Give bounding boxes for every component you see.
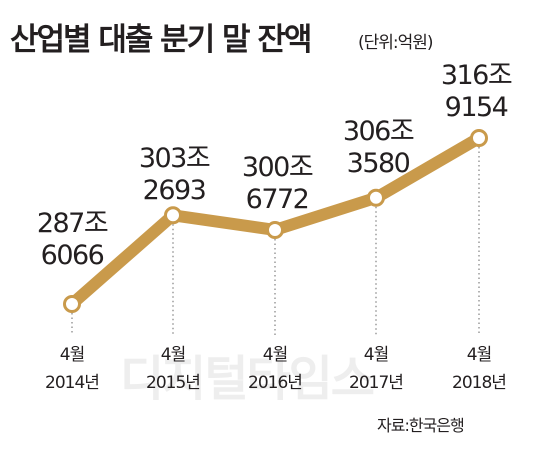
- source-label: 자료:한국은행: [377, 416, 465, 435]
- data-label: 287조: [37, 208, 108, 239]
- x-tick-label: 2015년: [146, 373, 200, 393]
- x-tick-label: 4월: [467, 345, 491, 365]
- data-label: 9154: [445, 92, 508, 123]
- x-tick-label: 4월: [364, 345, 388, 365]
- data-point: [63, 295, 81, 313]
- x-tick-label: 2016년: [248, 373, 302, 393]
- data-point: [367, 188, 385, 207]
- data-points: [63, 129, 488, 313]
- x-tick-label: 2014년: [45, 373, 99, 393]
- x-tick-label: 4월: [161, 345, 185, 365]
- data-label: 303조: [139, 143, 210, 174]
- x-tick-label: 4월: [60, 345, 84, 365]
- data-point: [164, 206, 182, 225]
- unit-label: (단위:억원): [358, 33, 434, 53]
- data-point: [266, 220, 284, 239]
- data-label: 300조: [242, 152, 313, 183]
- data-label: 316조: [441, 60, 512, 91]
- x-axis-tick-labels: 4월 2014년 4월 2015년 4월 2016년 4월 2017년 4월 2018년: [45, 345, 507, 393]
- watermark: 디지털타임스: [120, 351, 374, 407]
- x-tick-label: 2017년: [349, 373, 403, 393]
- data-point: [470, 129, 488, 147]
- x-tick-label: 4월: [263, 345, 287, 365]
- chart-title: 산업별 대출 분기 말 잔액: [10, 22, 312, 58]
- x-tick-label: 2018년: [452, 373, 506, 393]
- data-label: 2693: [143, 175, 206, 206]
- data-label: 306조: [343, 116, 414, 147]
- data-label: 6772: [246, 184, 309, 215]
- data-label: 6066: [41, 240, 104, 271]
- data-label: 3580: [347, 148, 410, 179]
